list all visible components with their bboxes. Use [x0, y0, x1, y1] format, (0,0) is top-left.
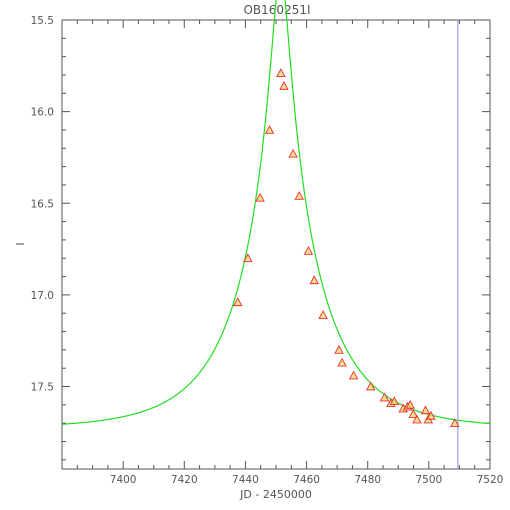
- data-point: [334, 344, 344, 354]
- data-point: [288, 148, 298, 158]
- data-point: [348, 370, 359, 380]
- data-point: [366, 381, 376, 391]
- data-point: [264, 125, 275, 134]
- x-tick-label: 7400: [110, 474, 137, 486]
- y-tick-label: 15.5: [31, 15, 54, 27]
- data-point: [294, 190, 304, 200]
- y-axis-title: I: [14, 242, 27, 245]
- data-point: [243, 253, 253, 263]
- data-point: [233, 297, 243, 307]
- data-point: [420, 405, 431, 415]
- data-point: [379, 392, 390, 402]
- data-points-layer: [233, 68, 460, 428]
- x-tick-label: 7520: [477, 474, 504, 486]
- data-point: [279, 81, 289, 90]
- x-tick-label: 7420: [171, 474, 198, 486]
- data-point: [318, 310, 328, 319]
- x-tick-label: 7460: [293, 474, 320, 486]
- data-point: [337, 357, 347, 367]
- x-axis-ticks: 7400 7420 7440 7460 7480 7500 7520: [76, 20, 504, 486]
- x-tick-label: 7440: [232, 474, 259, 486]
- data-point: [405, 399, 415, 409]
- data-point: [412, 414, 422, 424]
- y-tick-label: 17.5: [31, 382, 54, 394]
- data-point: [255, 192, 265, 202]
- data-point: [276, 68, 286, 77]
- data-point: [309, 275, 319, 285]
- data-point: [450, 418, 460, 428]
- x-tick-label: 7480: [354, 474, 381, 486]
- data-point: [426, 410, 436, 420]
- x-axis-title: JD - 2450000: [239, 488, 312, 501]
- chart-title: OB160251I: [243, 3, 310, 17]
- data-point: [303, 245, 314, 255]
- plot-frame: [61, 19, 491, 470]
- data-point: [408, 409, 419, 418]
- y-tick-label: 16.5: [31, 198, 54, 210]
- model-curve: [61, 0, 491, 425]
- y-tick-label: 16.0: [31, 107, 54, 119]
- x-tick-label: 7500: [415, 474, 442, 486]
- y-axis-ticks: 15.5 16.0 16.5 17.0 17.5: [31, 15, 490, 461]
- y-tick-label: 17.0: [31, 290, 54, 302]
- data-point: [389, 396, 400, 406]
- model-curve-layer: [61, 0, 491, 425]
